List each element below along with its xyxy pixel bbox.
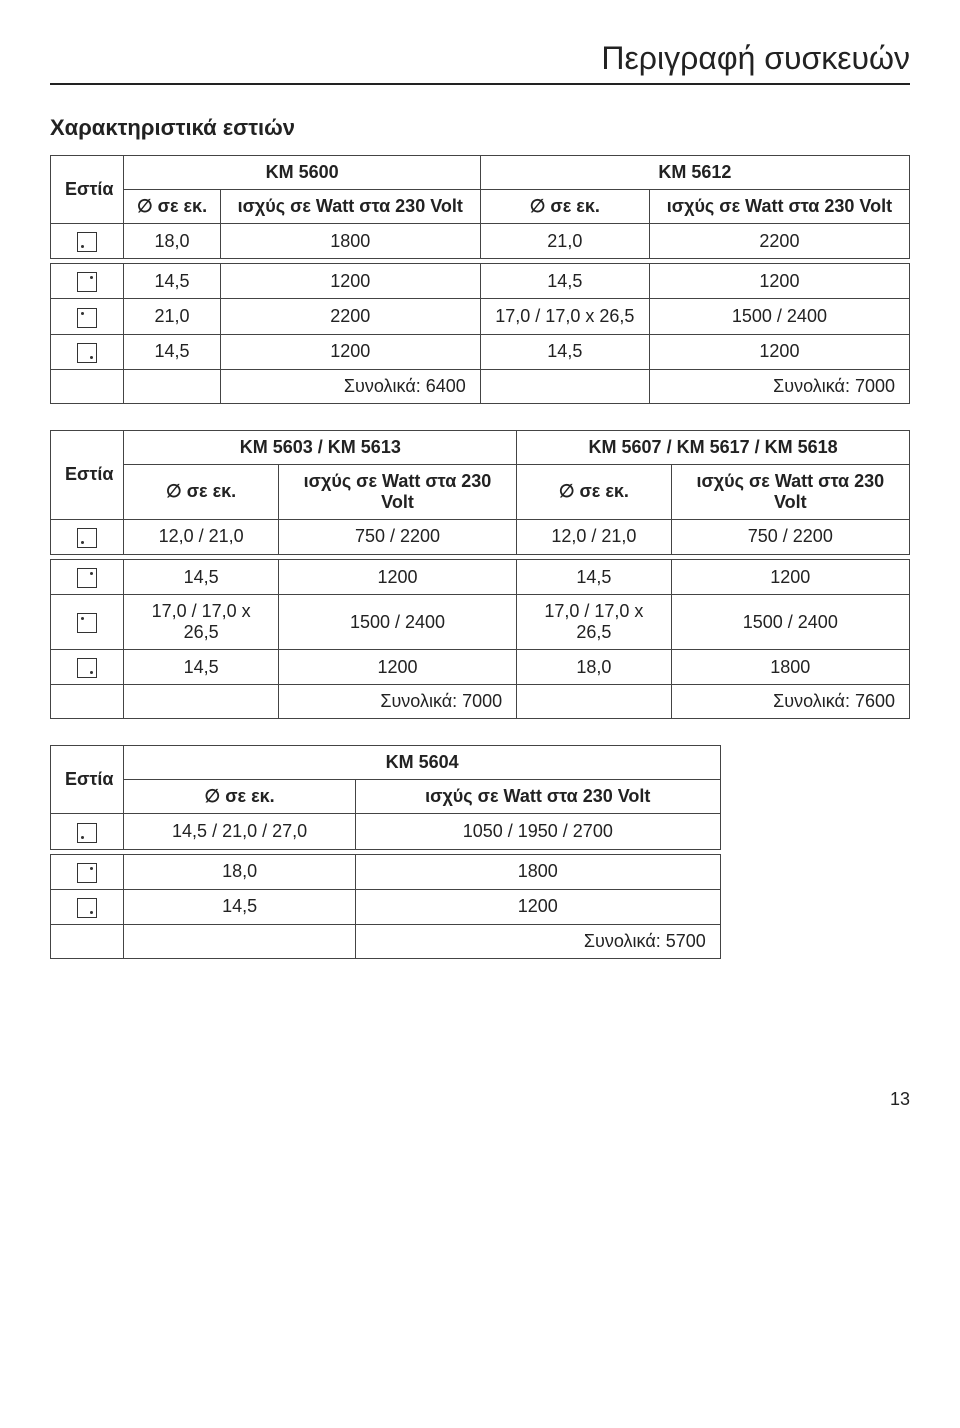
col-diameter: ∅ σε εκ. <box>124 464 278 519</box>
model-header: KM 5604 <box>124 746 720 780</box>
burner-icon <box>77 308 97 328</box>
col-diameter: ∅ σε εκ. <box>124 190 220 224</box>
cell: 1200 <box>355 889 720 924</box>
cell: 14,5 <box>517 559 671 594</box>
col-estia: Εστία <box>51 156 124 224</box>
table-row: 12,0 / 21,0 750 / 2200 12,0 / 21,0 750 /… <box>51 519 910 554</box>
cell: 750 / 2200 <box>278 519 516 554</box>
table-total-row: Συνολικά: 6400 Συνολικά: 7000 <box>51 369 910 403</box>
table-total-row: Συνολικά: 7000 Συνολικά: 7600 <box>51 685 910 719</box>
cell: 14,5 <box>480 334 649 369</box>
page-title: Περιγραφή συσκευών <box>50 40 910 85</box>
model-header-a: KM 5600 <box>124 156 480 190</box>
cell: 18,0 <box>517 650 671 685</box>
col-power: ισχύς σε Watt στα 230 Volt <box>355 780 720 814</box>
table-row: 14,5 1200 14,5 1200 <box>51 264 910 299</box>
cell: 17,0 / 17,0 x 26,5 <box>517 595 671 650</box>
table-row: 17,0 / 17,0 x 26,5 1500 / 2400 17,0 / 17… <box>51 595 910 650</box>
burner-icon <box>77 658 97 678</box>
total-cell: Συνολικά: 6400 <box>220 369 480 403</box>
cell: 2200 <box>220 299 480 334</box>
model-header-b: KM 5612 <box>480 156 909 190</box>
burner-icon <box>77 613 97 633</box>
cell: 1200 <box>278 559 516 594</box>
specs-table-3: Εστία KM 5604 ∅ σε εκ. ισχύς σε Watt στα… <box>50 745 721 959</box>
table-row: 14,5 1200 14,5 1200 <box>51 559 910 594</box>
table-row: 18,0 1800 21,0 2200 <box>51 224 910 259</box>
burner-icon <box>77 823 97 843</box>
table-row: 14,5 1200 18,0 1800 <box>51 650 910 685</box>
cell: 14,5 <box>124 650 278 685</box>
col-power: ισχύς σε Watt στα 230 Volt <box>278 464 516 519</box>
table-row: 21,0 2200 17,0 / 17,0 x 26,5 1500 / 2400 <box>51 299 910 334</box>
table-row: 18,0 1800 <box>51 854 721 889</box>
burner-icon <box>77 863 97 883</box>
burner-icon <box>77 568 97 588</box>
burner-icon <box>77 898 97 918</box>
col-estia: Εστία <box>51 430 124 519</box>
cell: 18,0 <box>124 224 220 259</box>
cell: 14,5 <box>124 559 278 594</box>
cell: 14,5 <box>480 264 649 299</box>
table-row: 14,5 / 21,0 / 27,0 1050 / 1950 / 2700 <box>51 814 721 849</box>
cell: 1200 <box>220 334 480 369</box>
table-total-row: Συνολικά: 5700 <box>51 924 721 958</box>
cell: 2200 <box>649 224 909 259</box>
cell: 21,0 <box>480 224 649 259</box>
cell: 1200 <box>671 559 909 594</box>
cell: 1500 / 2400 <box>671 595 909 650</box>
col-power: ισχύς σε Watt στα 230 Volt <box>220 190 480 224</box>
cell: 17,0 / 17,0 x 26,5 <box>480 299 649 334</box>
total-cell: Συνολικά: 7600 <box>671 685 909 719</box>
col-diameter: ∅ σε εκ. <box>124 780 355 814</box>
table-row: 14,5 1200 <box>51 889 721 924</box>
cell: 21,0 <box>124 299 220 334</box>
page-number: 13 <box>50 1089 910 1110</box>
cell: 1200 <box>278 650 516 685</box>
total-cell: Συνολικά: 7000 <box>649 369 909 403</box>
burner-icon <box>77 528 97 548</box>
cell: 1800 <box>355 854 720 889</box>
model-header-b: KM 5607 / KM 5617 / KM 5618 <box>517 430 910 464</box>
burner-icon <box>77 232 97 252</box>
cell: 17,0 / 17,0 x 26,5 <box>124 595 278 650</box>
model-header-a: KM 5603 / KM 5613 <box>124 430 517 464</box>
col-estia: Εστία <box>51 746 124 814</box>
specs-table-2: Εστία KM 5603 / KM 5613 KM 5607 / KM 561… <box>50 430 910 720</box>
cell: 14,5 <box>124 264 220 299</box>
col-power: ισχύς σε Watt στα 230 Volt <box>671 464 909 519</box>
total-cell: Συνολικά: 5700 <box>355 924 720 958</box>
col-diameter: ∅ σε εκ. <box>517 464 671 519</box>
total-cell: Συνολικά: 7000 <box>278 685 516 719</box>
specs-table-1: Εστία KM 5600 KM 5612 ∅ σε εκ. ισχύς σε … <box>50 155 910 404</box>
col-diameter: ∅ σε εκ. <box>480 190 649 224</box>
table-row: 14,5 1200 14,5 1200 <box>51 334 910 369</box>
cell: 1500 / 2400 <box>649 299 909 334</box>
col-power: ισχύς σε Watt στα 230 Volt <box>649 190 909 224</box>
cell: 1800 <box>220 224 480 259</box>
cell: 750 / 2200 <box>671 519 909 554</box>
burner-icon <box>77 343 97 363</box>
cell: 1800 <box>671 650 909 685</box>
cell: 14,5 <box>124 889 355 924</box>
cell: 18,0 <box>124 854 355 889</box>
cell: 14,5 / 21,0 / 27,0 <box>124 814 355 849</box>
cell: 12,0 / 21,0 <box>124 519 278 554</box>
cell: 1200 <box>649 334 909 369</box>
burner-icon <box>77 272 97 292</box>
cell: 1050 / 1950 / 2700 <box>355 814 720 849</box>
cell: 1200 <box>220 264 480 299</box>
cell: 1200 <box>649 264 909 299</box>
cell: 14,5 <box>124 334 220 369</box>
cell: 1500 / 2400 <box>278 595 516 650</box>
cell: 12,0 / 21,0 <box>517 519 671 554</box>
section-title: Χαρακτηριστικά εστιών <box>50 115 910 141</box>
